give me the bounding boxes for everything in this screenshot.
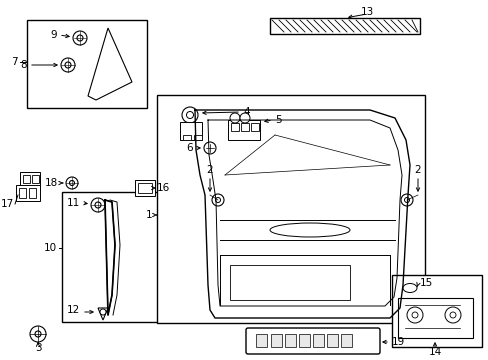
Circle shape xyxy=(61,58,75,72)
Bar xyxy=(194,135,202,140)
Circle shape xyxy=(444,307,460,323)
Bar xyxy=(326,334,337,347)
Text: 3: 3 xyxy=(35,343,41,353)
Text: 8: 8 xyxy=(20,60,27,70)
Bar xyxy=(269,18,419,34)
Bar xyxy=(397,298,472,338)
Text: 18: 18 xyxy=(45,178,58,188)
Circle shape xyxy=(215,198,220,202)
Bar xyxy=(180,122,202,140)
Bar xyxy=(312,334,324,347)
Text: 19: 19 xyxy=(391,337,405,347)
Bar xyxy=(29,188,36,198)
Bar xyxy=(340,334,351,347)
Ellipse shape xyxy=(269,223,349,237)
Bar xyxy=(20,172,40,186)
Text: 4: 4 xyxy=(243,107,249,117)
Bar xyxy=(19,188,26,198)
Bar xyxy=(32,175,39,183)
Text: 11: 11 xyxy=(67,198,80,208)
Circle shape xyxy=(77,35,83,41)
Bar xyxy=(270,334,282,347)
Bar xyxy=(241,123,248,131)
Circle shape xyxy=(240,113,249,123)
Circle shape xyxy=(411,312,417,318)
Circle shape xyxy=(404,198,408,202)
FancyBboxPatch shape xyxy=(245,328,379,354)
Bar xyxy=(62,192,162,322)
Bar xyxy=(16,185,40,201)
Text: 17: 17 xyxy=(1,199,14,209)
Circle shape xyxy=(30,326,46,342)
Circle shape xyxy=(449,312,455,318)
Circle shape xyxy=(186,112,193,118)
Circle shape xyxy=(406,307,422,323)
Bar xyxy=(157,95,424,323)
Bar xyxy=(138,183,152,193)
Circle shape xyxy=(69,180,74,185)
Circle shape xyxy=(400,194,412,206)
Polygon shape xyxy=(88,28,132,100)
Bar xyxy=(23,175,30,183)
Circle shape xyxy=(73,31,87,45)
Text: 10: 10 xyxy=(44,243,57,253)
Bar xyxy=(298,334,309,347)
Bar xyxy=(230,123,239,131)
Text: 6: 6 xyxy=(186,143,193,153)
Text: 12: 12 xyxy=(67,305,80,315)
Circle shape xyxy=(203,142,216,154)
Circle shape xyxy=(66,177,78,189)
Circle shape xyxy=(35,331,41,337)
Text: 1: 1 xyxy=(145,210,152,220)
Circle shape xyxy=(65,62,71,68)
Text: 2: 2 xyxy=(206,165,213,175)
Text: 9: 9 xyxy=(50,30,57,40)
Text: 14: 14 xyxy=(427,347,441,357)
Polygon shape xyxy=(98,308,108,320)
Text: 7: 7 xyxy=(11,57,18,67)
Bar xyxy=(391,275,481,347)
Circle shape xyxy=(229,113,240,123)
Bar xyxy=(27,20,147,108)
Text: 2: 2 xyxy=(414,165,421,175)
Circle shape xyxy=(212,194,224,206)
Text: 16: 16 xyxy=(157,183,170,193)
Text: 15: 15 xyxy=(419,278,432,288)
Circle shape xyxy=(95,202,101,208)
Bar xyxy=(250,123,259,131)
Circle shape xyxy=(91,198,105,212)
Bar xyxy=(256,334,266,347)
Bar xyxy=(183,135,191,140)
Text: 13: 13 xyxy=(360,7,373,17)
Circle shape xyxy=(182,107,198,123)
Bar xyxy=(227,120,260,140)
Bar xyxy=(285,334,295,347)
Circle shape xyxy=(100,309,106,315)
Bar xyxy=(229,265,349,300)
Text: 5: 5 xyxy=(274,115,281,125)
Ellipse shape xyxy=(402,284,416,292)
Bar xyxy=(135,180,155,196)
